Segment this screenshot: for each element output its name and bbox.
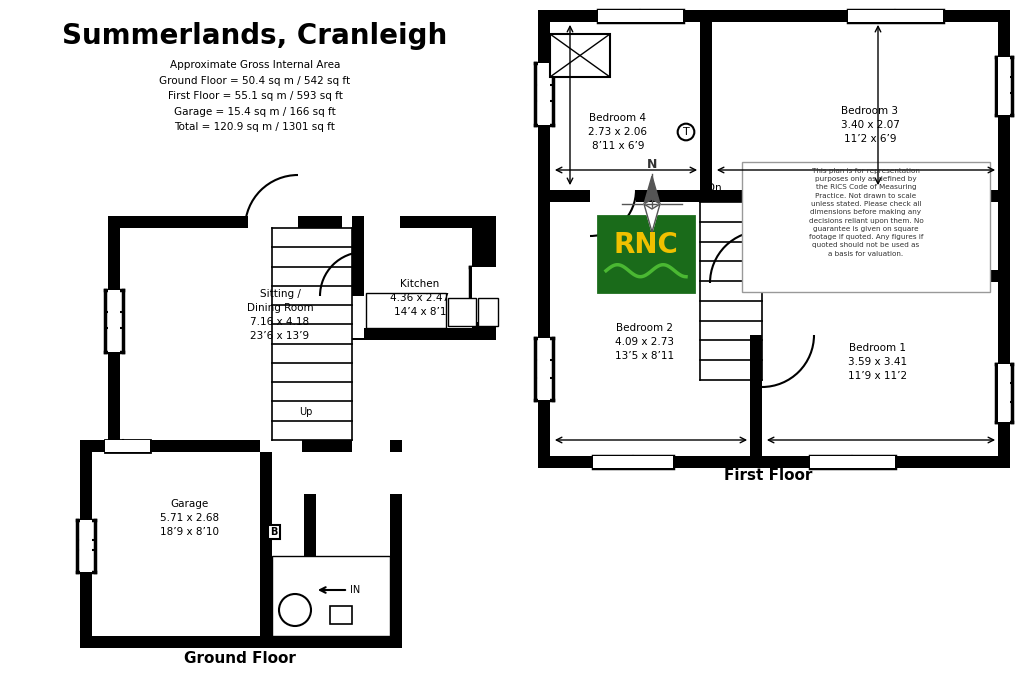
Text: Bedroom 1
3.59 x 3.41
11’9 x 11’2: Bedroom 1 3.59 x 3.41 11’9 x 11’2 (848, 343, 907, 381)
Bar (108, 216, 120, 452)
Bar (108, 290, 120, 352)
Text: T: T (682, 127, 689, 137)
Bar (749, 270, 1009, 282)
Polygon shape (643, 176, 659, 204)
Bar (809, 190, 855, 202)
Bar (597, 10, 683, 22)
Bar (478, 298, 497, 326)
Bar (352, 216, 364, 340)
Bar (537, 63, 549, 125)
Bar (447, 298, 476, 326)
Text: This plan is for representation
purposes only as defined by
the RICS Code of Mea: This plan is for representation purposes… (808, 168, 922, 256)
Bar (484, 267, 495, 322)
Bar (105, 440, 150, 452)
Bar (472, 216, 484, 340)
Bar (549, 34, 609, 77)
Bar (597, 216, 693, 292)
Bar (272, 556, 389, 636)
Bar (768, 216, 787, 228)
Bar (484, 216, 495, 340)
Bar (537, 10, 1009, 22)
Bar (260, 440, 272, 648)
Bar (847, 10, 943, 22)
Bar (537, 10, 549, 468)
Text: B: B (270, 527, 277, 537)
Bar (537, 338, 549, 400)
Text: Bedroom 2
4.09 x 2.73
13’5 x 8’11: Bedroom 2 4.09 x 2.73 13’5 x 8’11 (614, 323, 674, 361)
Bar (304, 440, 316, 648)
Bar (741, 162, 989, 292)
Bar (399, 216, 472, 228)
Bar (330, 606, 352, 624)
Bar (108, 440, 352, 452)
Bar (260, 440, 302, 452)
Bar (589, 190, 636, 202)
Text: IN: IN (350, 585, 360, 595)
Bar (537, 190, 699, 202)
Text: Ground Floor: Ground Floor (183, 651, 296, 666)
Bar (304, 452, 316, 494)
Bar (809, 456, 894, 468)
Bar (997, 57, 1009, 115)
Text: Bedroom 3
3.40 x 2.07
11’2 x 6’9: Bedroom 3 3.40 x 2.07 11’2 x 6’9 (840, 106, 899, 144)
Text: First Floor: First Floor (723, 468, 811, 483)
Bar (997, 364, 1009, 422)
Bar (749, 283, 761, 335)
Bar (389, 452, 401, 494)
Text: Approximate Gross Internal Area
Ground Floor = 50.4 sq m / 542 sq ft
First Floor: Approximate Gross Internal Area Ground F… (159, 60, 351, 133)
Bar (79, 440, 92, 648)
Bar (389, 440, 401, 648)
Text: Kitchen
4.36 x 2.47
14’4 x 8’1: Kitchen 4.36 x 2.47 14’4 x 8’1 (390, 279, 449, 317)
Text: RNC: RNC (613, 231, 678, 259)
Bar (537, 456, 1009, 468)
Text: Sitting /
Dining Room
7.16 x 4.18
23’6 x 13’9: Sitting / Dining Room 7.16 x 4.18 23’6 x… (247, 289, 313, 341)
Bar (108, 216, 248, 228)
Bar (79, 636, 316, 648)
Bar (298, 216, 341, 228)
Text: Garage
5.71 x 2.68
18’9 x 8’10: Garage 5.71 x 2.68 18’9 x 8’10 (160, 499, 219, 537)
Bar (592, 456, 673, 468)
Text: Summerlands, Cranleigh: Summerlands, Cranleigh (62, 22, 447, 50)
Polygon shape (643, 204, 659, 232)
Bar (352, 328, 495, 340)
Bar (272, 556, 389, 636)
Bar (352, 296, 364, 338)
Bar (366, 293, 445, 328)
Bar (819, 224, 899, 272)
Bar (260, 636, 401, 648)
Bar (79, 520, 92, 572)
Bar (79, 440, 120, 452)
Bar (711, 190, 997, 202)
Bar (997, 10, 1009, 468)
Bar (749, 190, 761, 468)
Bar (699, 10, 711, 202)
Text: N: N (646, 158, 656, 171)
Text: Dn: Dn (706, 183, 720, 193)
Text: Up: Up (299, 407, 313, 417)
Text: Bedroom 4
2.73 x 2.06
8’11 x 6’9: Bedroom 4 2.73 x 2.06 8’11 x 6’9 (588, 113, 647, 151)
Bar (472, 267, 484, 322)
Bar (764, 270, 810, 282)
